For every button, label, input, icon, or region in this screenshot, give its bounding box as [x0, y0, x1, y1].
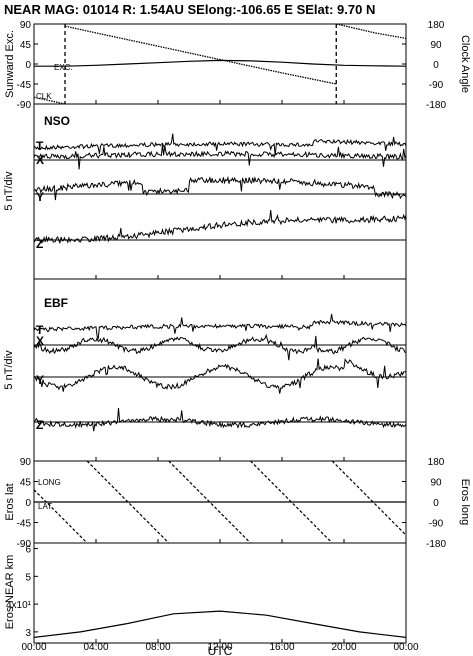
nso-z-trace — [33, 209, 407, 245]
ebf-y-label: Y — [36, 373, 44, 387]
ebf-x-trace — [33, 333, 407, 361]
eros-right-tick-label: 180 — [428, 457, 445, 468]
nso-panel-frame — [33, 103, 407, 280]
clock-angle-ylabel: Clock Angle — [459, 35, 471, 93]
eros-left-tick-label: 0 — [25, 498, 31, 509]
eros-right-tick-label: 90 — [430, 478, 442, 489]
sunward-right-tick-label: 0 — [433, 60, 439, 71]
sunward-ylabel: Sunward Exc. — [4, 30, 16, 98]
ebf-plot-area — [33, 313, 407, 432]
sunward-right-tick-label: -180 — [426, 100, 446, 111]
nso-t-label: T — [36, 139, 44, 153]
x-tick-label: 00:00 — [21, 642, 46, 653]
x-tick-label: 00:00 — [393, 642, 418, 653]
distance-ticks: 6 5 4x10¹ 3 — [6, 545, 38, 639]
eros-long-ylabel: Eros long — [459, 479, 471, 525]
nso-z-label: Z — [36, 237, 43, 251]
distance-panel-frame — [33, 542, 407, 644]
long-curve-label: LONG — [38, 478, 61, 487]
x-tick-label: 16:00 — [269, 642, 294, 653]
sunward-left-ticks: 90 45 0 -45 -90 — [17, 20, 38, 111]
eros-right-tick-label: -90 — [429, 519, 444, 530]
sunward-left-tick-label: 45 — [20, 40, 32, 51]
eros-left-tick-label: -45 — [17, 519, 32, 530]
nso-y-label: Y — [36, 190, 44, 204]
sunward-right-tick-label: -90 — [429, 80, 444, 91]
x-tick-label: 08:00 — [145, 642, 170, 653]
x-tick-label: 04:00 — [83, 642, 108, 653]
distance-line — [33, 610, 407, 638]
x-axis-ticks: 00:00 04:00 08:00 12:00 16:00 20:00 00:00 — [21, 100, 419, 653]
nso-x-label: X — [36, 153, 44, 167]
ebf-t-trace — [33, 313, 407, 340]
ebf-z-trace — [33, 408, 407, 432]
distance-tick-label: 4x10¹ — [6, 600, 32, 611]
nso-panel-label: NSO — [44, 114, 70, 128]
x-axis-label: UTC — [208, 644, 233, 656]
ebf-z-label: Z — [36, 418, 43, 432]
ebf-x-label: X — [36, 334, 44, 348]
eros-left-tick-label: 90 — [20, 457, 32, 468]
nso-x-trace — [33, 144, 407, 170]
sunward-left-tick-label: -45 — [17, 80, 32, 91]
eros-left-tick-label: -90 — [17, 539, 32, 550]
distance-tick-label: 6 — [25, 545, 31, 556]
excursion-line — [34, 59, 407, 67]
sunward-right-tick-label: 180 — [428, 20, 445, 31]
nso-plot-area — [33, 133, 407, 245]
sunward-panel-frame — [33, 23, 407, 105]
eros-plot-area — [33, 460, 406, 544]
eros-left-tick-label: 45 — [20, 478, 32, 489]
eros-right-ticks: 180 90 0 -90 -180 — [402, 457, 446, 550]
distance-ylabel: Eros-NEAR km — [4, 555, 16, 630]
x-tick-label: 20:00 — [331, 642, 356, 653]
figure-title: NEAR MAG: 01014 R: 1.54AU SElong:-106.65… — [4, 2, 375, 17]
lat-curve-label: LAT — [38, 502, 52, 511]
clock-angle-line — [33, 23, 407, 105]
eros-right-tick-label: -180 — [426, 539, 446, 550]
nso-t-trace — [33, 133, 407, 156]
ebf-t-label: T — [36, 323, 44, 337]
nso-y-trace — [33, 175, 407, 201]
eros-left-ticks: 90 45 0 -45 -90 — [17, 457, 38, 550]
sunward-left-tick-label: 90 — [20, 20, 32, 31]
distance-tick-label: 5 — [25, 572, 31, 583]
clk-curve-label: CLK — [36, 92, 52, 101]
ebf-ylabel: 5 nT/div — [3, 350, 15, 390]
x-tick-label: 12:00 — [207, 642, 232, 653]
sunward-right-tick-label: 90 — [430, 40, 442, 51]
eros-right-tick-label: 0 — [433, 498, 439, 509]
eros-long-line — [33, 460, 406, 544]
sunward-right-ticks: 180 90 0 -90 -180 — [402, 20, 446, 111]
sunward-left-tick-label: -90 — [17, 100, 32, 111]
sunward-plot-area — [33, 23, 407, 105]
eros-lat-ylabel: Eros lat — [4, 483, 16, 520]
sunward-left-tick-label: 0 — [25, 60, 31, 71]
nso-ylabel: 5 nT/div — [3, 171, 15, 211]
distance-plot-area — [33, 610, 407, 638]
ebf-panel-label: EBF — [44, 296, 68, 310]
distance-tick-label: 3 — [25, 628, 31, 639]
ebf-y-trace — [33, 358, 407, 394]
ebf-panel-frame — [33, 278, 407, 462]
exc-curve-label: EXC. — [54, 63, 73, 72]
